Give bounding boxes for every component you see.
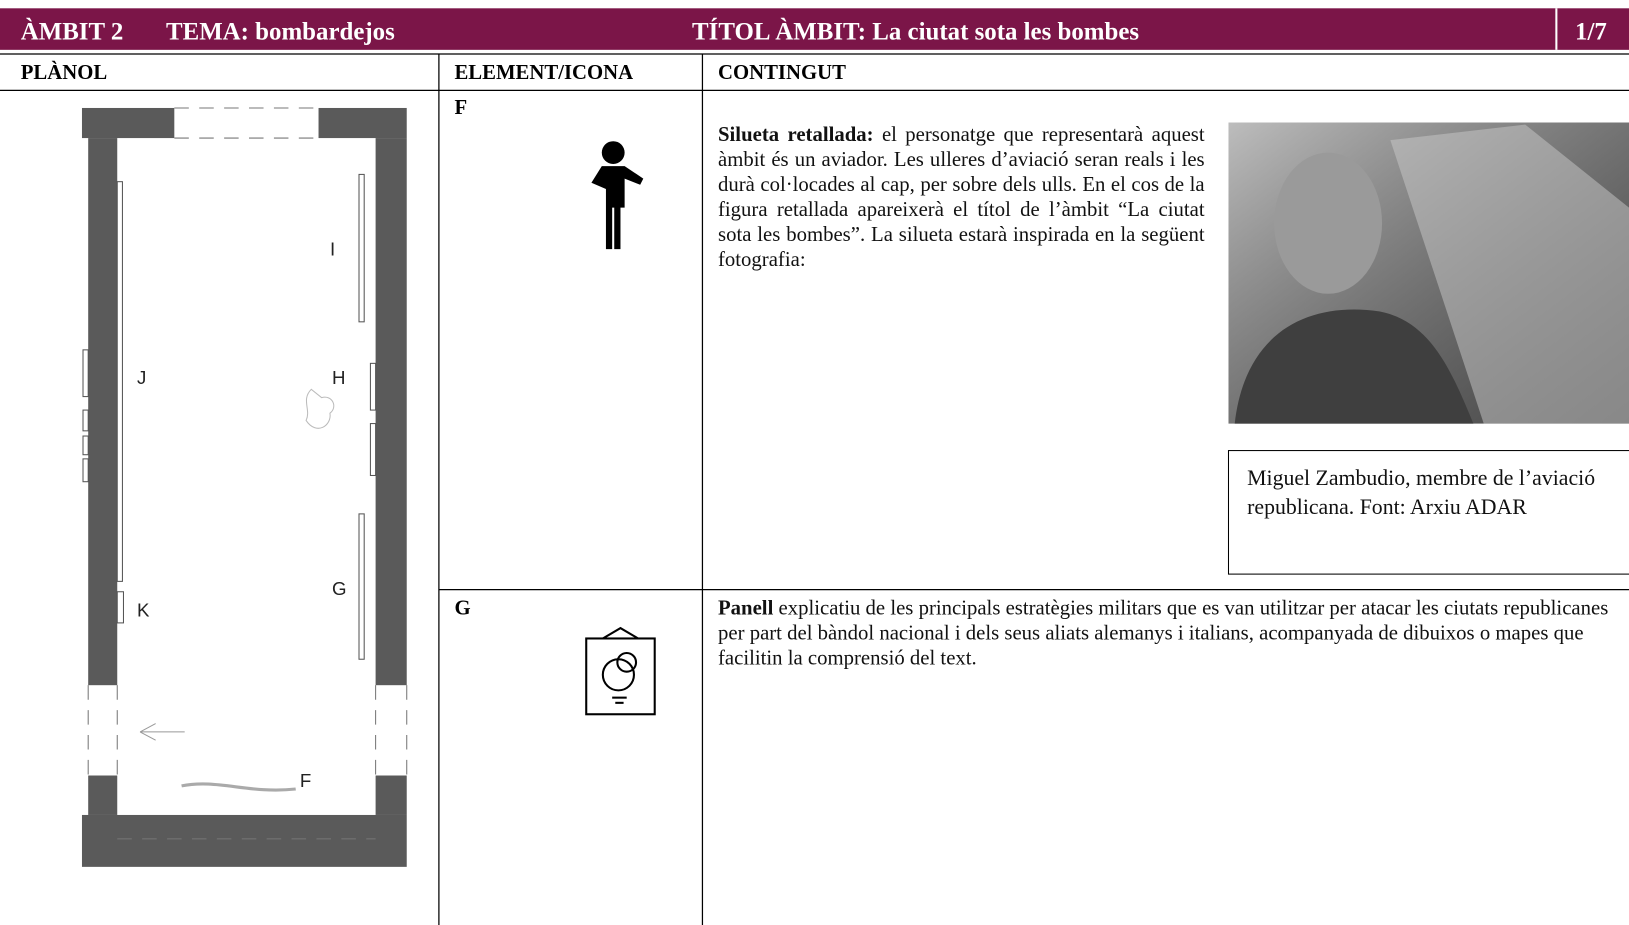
floor-plan: I J H G K F	[81, 107, 408, 867]
column-header: PLÀNOL	[21, 61, 107, 84]
column-header: ELEMENT/ICONA	[454, 62, 633, 84]
header-bar	[0, 8, 1629, 50]
caption-text: Miguel Zambudio, membre de l’aviació rep…	[1247, 465, 1596, 520]
content-block: Panell explicatiu de les principals estr…	[718, 596, 1609, 670]
element-id: G	[454, 598, 470, 620]
content-lead: Silueta retallada:	[718, 123, 874, 147]
plan-label: F	[300, 770, 311, 791]
plan-label: J	[137, 367, 146, 388]
table-grid	[0, 53, 1629, 925]
caption-box	[1227, 450, 1629, 575]
content-block: Silueta retallada: el personatge que rep…	[718, 123, 1205, 271]
silhouette-icon	[591, 141, 644, 250]
header-tema: TEMA: bombardejos	[166, 18, 395, 45]
content-lead: Panell	[718, 596, 774, 620]
header-titol: TÍTOL ÀMBIT: La ciutat sota les bombes	[692, 17, 1139, 45]
plan-label: G	[332, 578, 347, 599]
content-text: explicatiu de les principals estratègies…	[718, 596, 1609, 670]
header-page: 1/7	[1575, 18, 1607, 45]
element-id: F	[454, 97, 467, 119]
panel-icon	[585, 626, 656, 716]
caption: Miguel Zambudio, membre de l’aviació rep…	[1247, 465, 1596, 520]
plan-label: K	[137, 600, 150, 621]
header-ambit: ÀMBIT 2	[21, 17, 124, 45]
photo	[1228, 122, 1629, 424]
plan-label: H	[332, 367, 345, 388]
plan-label: I	[330, 238, 335, 259]
column-header: CONTINGUT	[718, 62, 846, 84]
content-text: el personatge que representarà aquest àm…	[718, 123, 1205, 271]
